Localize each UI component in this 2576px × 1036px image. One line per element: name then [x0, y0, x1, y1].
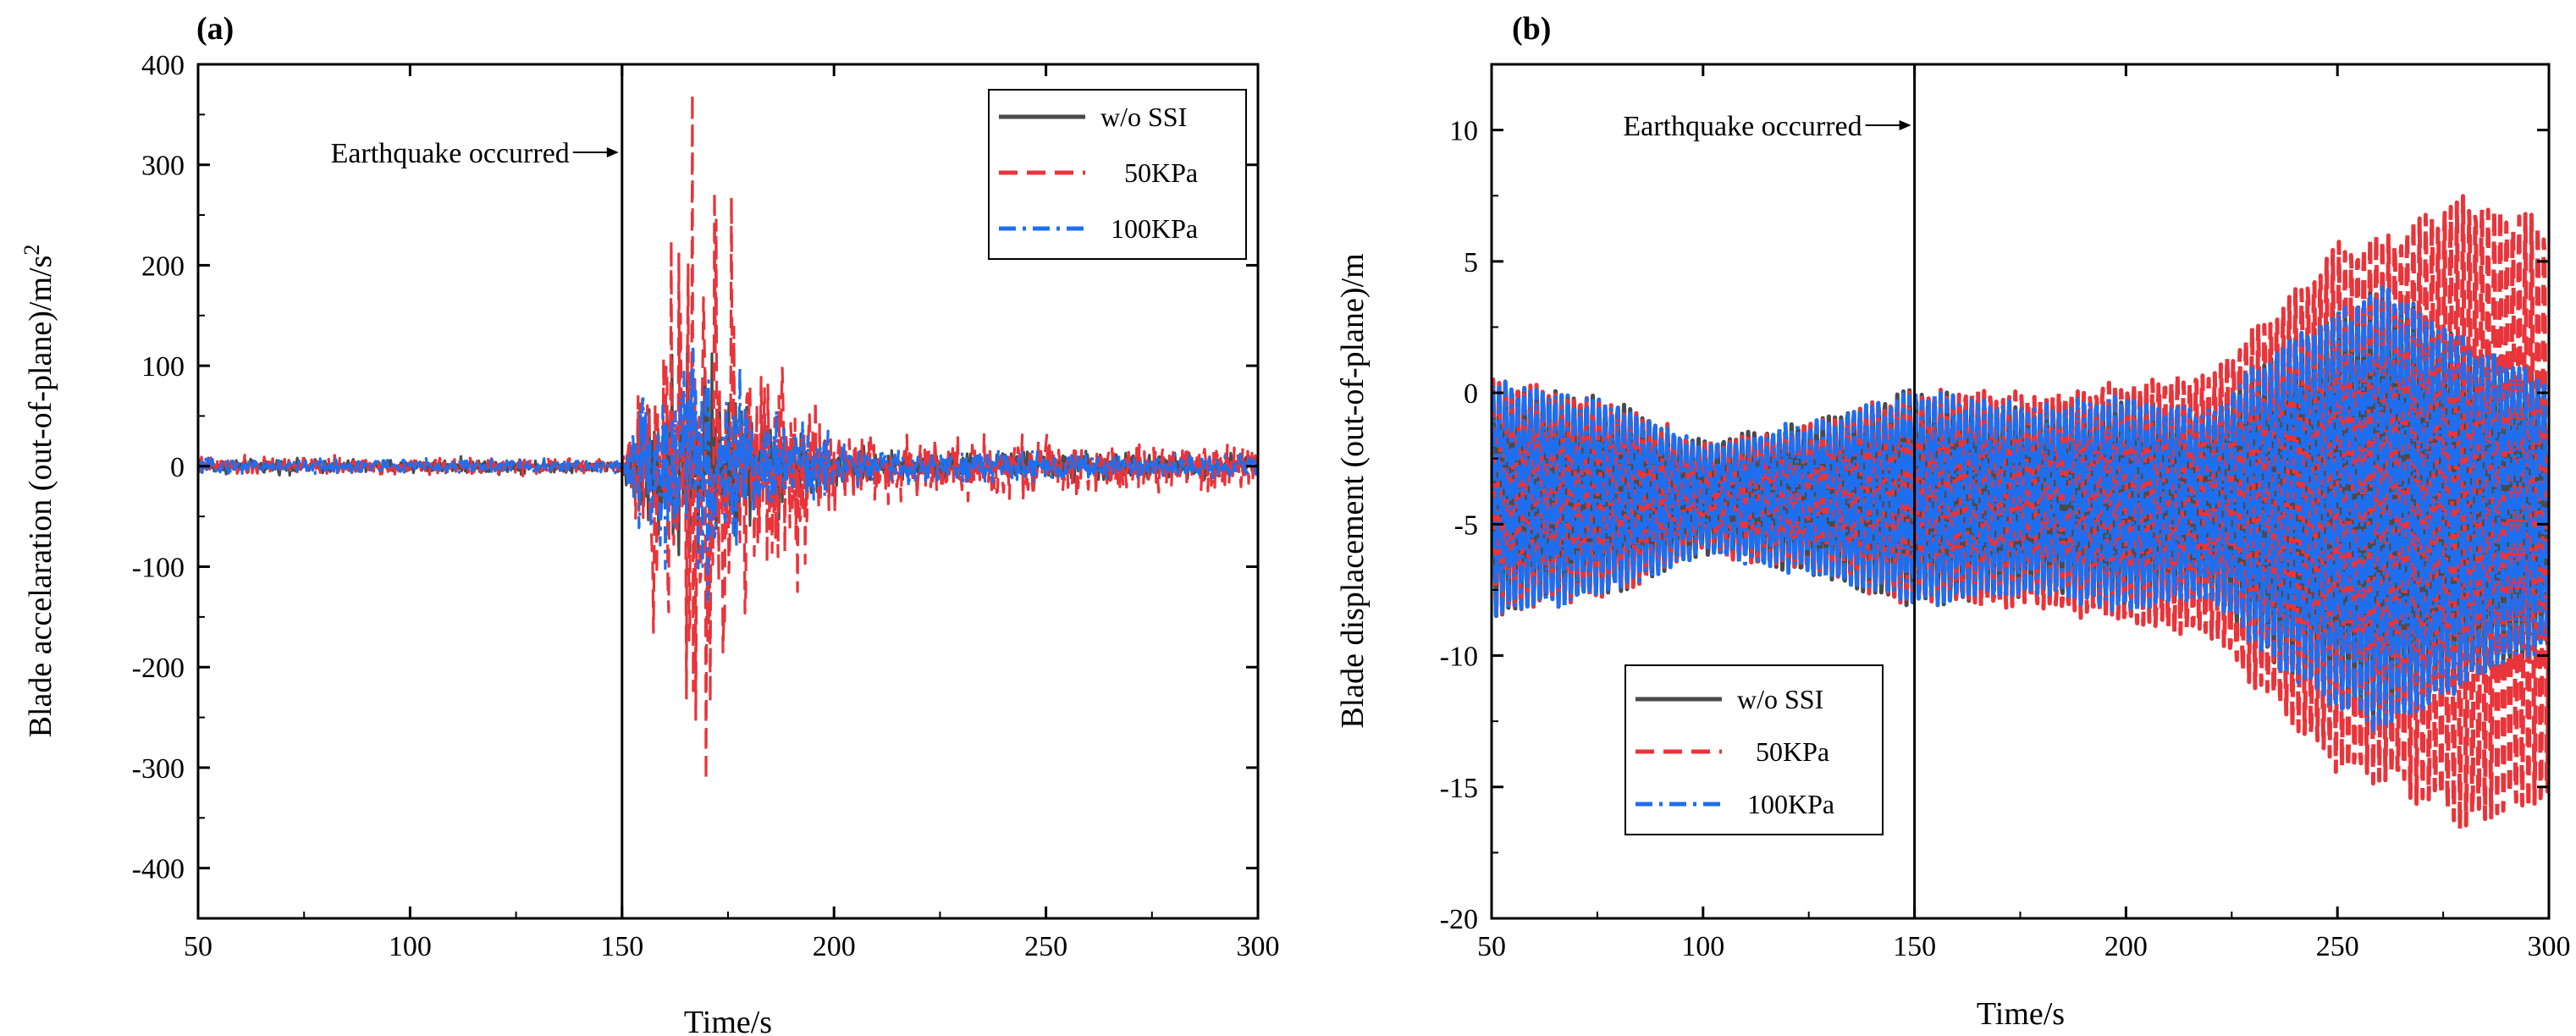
legend-label-b-1: 50KPa [1756, 736, 1829, 767]
annotation-arrowhead-a [606, 147, 619, 157]
x-tick-label-b-3: 200 [2104, 931, 2148, 962]
legend-label-b-0: w/o SSI [1737, 684, 1823, 714]
y-tick-label-a-3: -100 [132, 553, 185, 584]
y-tick-label-b-2: -10 [1440, 642, 1478, 673]
y-axis-b: -20 -15 -10 -5 0 5 10 [1440, 116, 2549, 935]
y-axis-title-b: Blade displacement (out-of-plane)/m [1335, 253, 1371, 728]
y-tick-label-a-4: 0 [170, 452, 185, 483]
y-tick-label-a-1: -300 [132, 753, 185, 785]
x-axis-title-a: Time/s [684, 1005, 772, 1036]
legend-label-a-1: 50KPa [1124, 157, 1198, 188]
annotation-b: Earthquake occurred [1623, 111, 1911, 142]
y-tick-label-a-6: 200 [141, 251, 185, 282]
x-tick-label-b-1: 100 [1681, 931, 1724, 962]
y-axis-a: -400 -300 -200 -100 0 100 200 300 400 [132, 50, 1258, 885]
annotation-arrowhead-b [1899, 120, 1911, 130]
y-tick-label-a-7: 300 [141, 151, 185, 182]
x-tick-label-b-0: 50 [1477, 931, 1506, 962]
series-line-a-2 [198, 347, 1258, 602]
y-tick-label-b-0: -20 [1440, 904, 1478, 935]
y-tick-label-a-8: 400 [141, 50, 185, 81]
y-tick-label-b-1: -15 [1440, 773, 1478, 804]
legend-a: w/o SSI 50KPa 100KPa [988, 89, 1247, 260]
legend-label-b-2: 100KPa [1747, 789, 1834, 819]
x-tick-label-b-4: 250 [2316, 931, 2359, 962]
x-tick-label-a-1: 100 [389, 931, 432, 962]
x-tick-label-a-5: 300 [1237, 931, 1280, 962]
y-tick-label-b-4: 0 [1464, 378, 1478, 410]
legend-label-a-2: 100KPa [1111, 213, 1198, 244]
legend-b: w/o SSI 50KPa 100KPa [1624, 664, 1884, 835]
x-tick-label-a-0: 50 [184, 931, 212, 962]
series-group-b [1492, 194, 2549, 831]
x-tick-label-a-2: 150 [600, 931, 643, 962]
y-axis-title-a-main: Blade accelaration (out-of-plane)/m/s [23, 256, 58, 738]
chart-panel-b: (b) Earthquake occurred -20-15-10-50510 … [1335, 11, 2571, 1032]
y-tick-label-a-2: -200 [132, 653, 185, 684]
x-tick-label-b-2: 150 [1893, 931, 1936, 962]
y-axis-title-a: Blade accelaration (out-of-plane)/m/s2 [19, 245, 59, 738]
annotation-text-b: Earthquake occurred [1623, 111, 1862, 142]
x-tick-label-a-4: 250 [1024, 931, 1067, 962]
x-tick-label-a-3: 200 [813, 931, 856, 962]
legend-label-a-0: w/o SSI [1100, 102, 1187, 132]
annotation-text-a: Earthquake occurred [331, 138, 570, 169]
y-tick-label-b-3: -5 [1454, 510, 1478, 541]
y-tick-label-a-0: -400 [132, 854, 185, 885]
series-group-a [198, 92, 1258, 782]
annotation-a: Earthquake occurred [331, 138, 619, 169]
x-axis-title-b: Time/s [1977, 996, 2065, 1032]
chart-panel-a: (a) Earthquake occurred -400 -300 -200 -100… [19, 11, 1280, 1036]
panel-label-a: (a) [196, 11, 234, 47]
y-tick-label-a-5: 100 [141, 351, 185, 383]
y-tick-label-b-6: 10 [1449, 116, 1478, 147]
series-line-b-2 [1492, 285, 2549, 732]
y-axis-title-a-sup: 2 [19, 245, 44, 256]
x-axis-b: 50 100 150 200 250 300 [1477, 64, 2571, 962]
x-axis-a: 50 100 150 200 250 300 [184, 64, 1280, 962]
x-tick-label-b-5: 300 [2528, 931, 2571, 962]
y-tick-label-b-5: 5 [1464, 247, 1478, 278]
panel-label-b: (b) [1512, 11, 1551, 47]
